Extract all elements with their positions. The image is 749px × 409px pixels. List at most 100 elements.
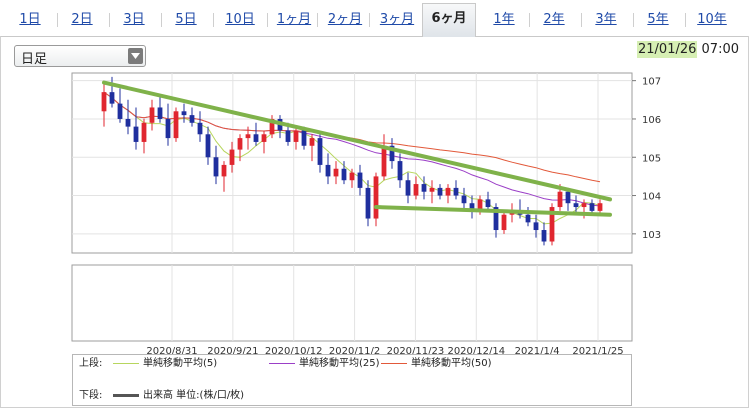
candle-body <box>501 214 507 231</box>
candle-body <box>573 203 579 208</box>
legend-lower-label: 下段: <box>79 390 103 401</box>
candle-body <box>461 195 467 204</box>
legend-lower-row: 下段: 出来高 単位:(株/口/枚) <box>79 389 627 403</box>
tab-10d[interactable]: 10日 <box>213 9 262 31</box>
candle-body <box>381 145 387 177</box>
tab-1d[interactable]: 1日 <box>19 12 41 27</box>
candle-body <box>213 157 219 177</box>
last-update-date: 21/01/26 <box>637 41 698 58</box>
x-tick-label: 2020/11/2 <box>329 346 380 357</box>
y-tick-label: 103 <box>642 230 661 241</box>
candle-body <box>365 187 371 219</box>
tab-3m[interactable]: 3ヶ月 <box>369 9 420 31</box>
candle-body <box>389 145 395 162</box>
candle-body <box>133 126 139 142</box>
tab-6m[interactable]: 6ヶ月 <box>422 3 476 37</box>
candle-body <box>405 180 411 196</box>
candle-body <box>429 187 435 192</box>
x-tick-label: 2020/10/12 <box>265 346 323 357</box>
candle-period-select[interactable]: 日足 <box>14 45 146 67</box>
legend-ma5-label: 単純移動平均(5) <box>143 358 218 369</box>
candle-body <box>125 118 131 127</box>
candle-body <box>269 118 275 135</box>
tab-1y[interactable]: 1年 <box>493 12 515 27</box>
candle-body <box>453 187 459 196</box>
candle-body <box>165 118 171 139</box>
x-tick-label: 2021/1/25 <box>572 346 623 357</box>
legend-ma25-swatch <box>269 362 295 364</box>
candle-body <box>253 134 259 142</box>
candle-body <box>229 149 235 165</box>
trendline <box>102 80 612 202</box>
legend-upper-row: 上段: 単純移動平均(5) 単純移動平均(25) 単純移動平均(50) <box>79 357 627 371</box>
y-tick-label: 104 <box>642 192 661 203</box>
tab-2m[interactable]: 2ヶ月 <box>317 9 368 31</box>
tab-3y[interactable]: 3年 <box>581 9 626 31</box>
candle-body <box>181 111 187 116</box>
tab-3d[interactable]: 3日 <box>109 9 154 31</box>
chart-legend: 上段: 単純移動平均(5) 単純移動平均(25) 単純移動平均(50) 下段: … <box>72 354 632 406</box>
candle-body <box>317 138 323 165</box>
legend-volume-swatch <box>113 393 139 397</box>
tab-5y[interactable]: 5年 <box>633 9 678 31</box>
legend-ma25-label: 単純移動平均(25) <box>299 358 380 369</box>
x-tick-label: 2020/9/21 <box>207 346 258 357</box>
candle-body <box>493 207 499 231</box>
legend-ma50-swatch <box>381 362 407 364</box>
candle-body <box>301 130 307 146</box>
candle-body <box>549 207 555 242</box>
candle-body <box>101 92 107 112</box>
candle-body <box>325 164 331 177</box>
candle-body <box>533 222 539 231</box>
candle-body <box>341 168 347 181</box>
chevron-down-icon[interactable] <box>128 48 143 64</box>
candle-body <box>477 199 483 211</box>
candle-body <box>309 138 315 146</box>
candle-body <box>445 187 451 196</box>
candle-body <box>157 107 163 119</box>
candle-body <box>245 134 251 139</box>
candle-body <box>221 164 227 177</box>
candle-body <box>589 203 595 211</box>
candle-body <box>349 172 355 181</box>
tab-2d[interactable]: 2日 <box>57 9 102 31</box>
tab-5d[interactable]: 5日 <box>161 9 206 31</box>
candle-body <box>197 122 203 135</box>
legend-ma50-label: 単純移動平均(50) <box>411 358 492 369</box>
candle-body <box>421 184 427 192</box>
candle-body <box>285 130 291 142</box>
volume-plot-area <box>71 264 633 342</box>
x-tick-label: 2021/1/4 <box>515 346 560 357</box>
candle-body <box>357 172 363 188</box>
tab-2y[interactable]: 2年 <box>529 9 574 31</box>
period-tabs: 1日 2日 3日 5日 10日 1ヶ月 2ヶ月 3ヶ月 6ヶ月 1年 2年 3年… <box>0 0 749 37</box>
x-tick-label: 2020/8/31 <box>146 346 197 357</box>
y-tick-label: 107 <box>642 77 661 88</box>
candle-body <box>261 134 267 142</box>
candle-body <box>565 191 571 204</box>
candle-body <box>173 111 179 139</box>
legend-volume-label: 出来高 単位:(株/口/枚) <box>143 390 245 401</box>
legend-ma5-swatch <box>113 362 139 364</box>
tab-10y[interactable]: 10年 <box>685 9 734 31</box>
candle-body <box>373 176 379 219</box>
candle-body <box>437 187 443 196</box>
candle-body <box>149 107 155 123</box>
candle-body <box>557 191 563 208</box>
legend-volume: 出来高 単位:(株/口/枚) <box>113 389 244 403</box>
candle-body <box>189 115 195 123</box>
candle-body <box>525 214 531 223</box>
price-plot-area <box>71 72 633 254</box>
legend-ma25: 単純移動平均(25) <box>269 357 380 371</box>
y-tick-label: 106 <box>642 115 661 126</box>
trendline <box>374 205 612 217</box>
y-tick-label: 105 <box>642 153 661 164</box>
candle-body <box>205 134 211 158</box>
candle-body <box>413 184 419 196</box>
legend-ma50: 単純移動平均(50) <box>381 357 492 371</box>
tab-1m[interactable]: 1ヶ月 <box>267 9 316 31</box>
candle-body <box>597 203 603 211</box>
legend-ma5: 単純移動平均(5) <box>113 357 217 371</box>
candle-body <box>469 203 475 211</box>
